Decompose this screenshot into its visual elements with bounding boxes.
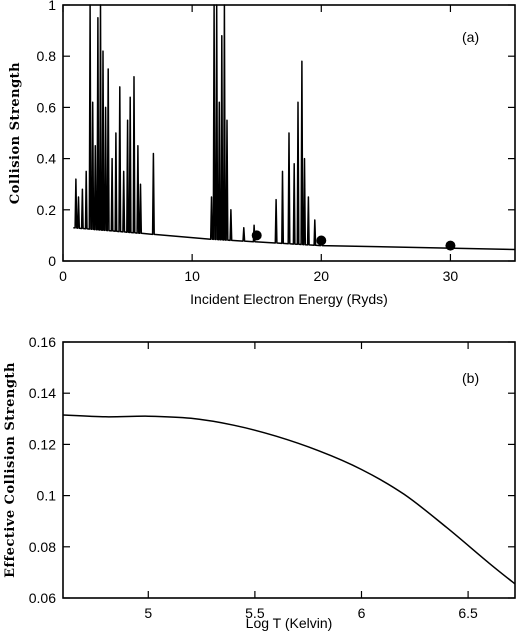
panel-a-markers [251,230,456,251]
y-tick-label: 0.6 [37,99,57,115]
panel-a-series-line [73,4,516,251]
x-tick-label: 30 [443,268,459,284]
y-tick-label: 0.12 [29,436,56,452]
panel-a-frame [62,4,516,262]
panel-a-x-axis-label: Incident Electron Energy (Ryds) [190,291,388,307]
y-tick-label: 0.08 [29,539,56,555]
y-tick-label: 0.4 [37,151,57,167]
panel-a-x-tick-labels: 0 10 20 30 [59,268,458,284]
panel-b-y-tick-labels: 0.06 0.08 0.1 0.12 0.14 0.16 [29,334,56,606]
data-point-marker [251,230,262,241]
x-tick-label: 5 [144,605,152,621]
panel-b-x-tick-labels: 5 5.5 6 6.5 [144,605,478,621]
x-tick-label: 6 [358,605,366,621]
panel-a-label: (a) [462,29,479,45]
panel-b-series-line [62,414,516,585]
panel-b-x-axis-label: Log T (Kelvin) [246,615,333,631]
y-tick-label: 0.14 [29,385,56,401]
x-tick-label: 0 [59,268,67,284]
y-tick-label: 0.8 [37,48,57,64]
y-tick-label: 1 [48,0,56,13]
panel-a-y-axis-label: Collision Strength [8,62,23,204]
y-tick-label: 0.06 [29,590,56,606]
panel-b-ticks [63,341,515,599]
x-tick-label: 6.5 [458,605,478,621]
data-point-marker [316,235,327,246]
y-tick-label: 0.2 [37,202,57,218]
panel-b: 5 5.5 6 6.5 0.06 0.08 0.1 0.12 0.14 0.16 (b) Log… [3,334,516,631]
panel-b-y-axis-label: Effective Collision Strength [3,362,18,578]
x-tick-label: 10 [184,268,200,284]
panel-b-frame [62,341,516,599]
data-point-marker [445,240,456,251]
panel-a-y-tick-labels: 0 0.2 0.4 0.6 0.8 1 [37,0,57,269]
panel-a-ticks [62,4,515,262]
panel-b-label: (b) [462,370,479,386]
x-tick-label: 5.5 [245,605,265,621]
y-tick-label: 0 [48,253,56,269]
x-tick-label: 20 [313,268,329,284]
y-tick-label: 0.1 [37,488,57,504]
y-tick-label: 0.16 [29,334,56,350]
panel-a: 0 10 20 30 0 0.2 0.4 0.6 0.8 1 (a) Incident Elec… [8,0,516,307]
